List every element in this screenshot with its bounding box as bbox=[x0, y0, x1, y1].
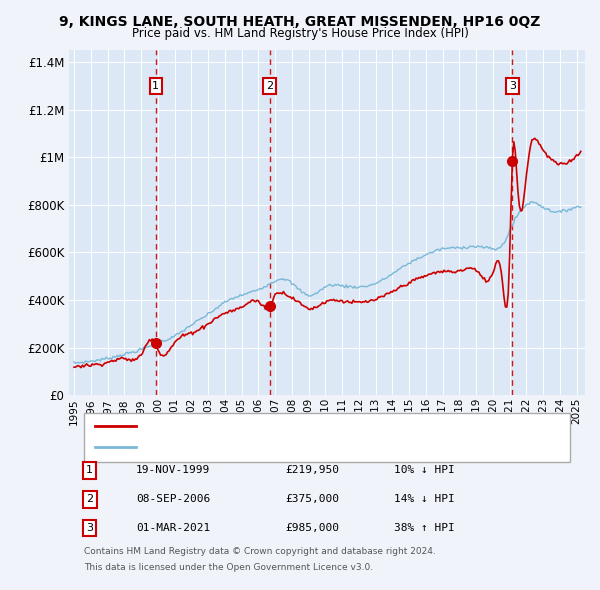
Text: 01-MAR-2021: 01-MAR-2021 bbox=[136, 523, 211, 533]
FancyBboxPatch shape bbox=[85, 413, 569, 462]
Text: 1: 1 bbox=[152, 81, 159, 91]
Text: 3: 3 bbox=[86, 523, 93, 533]
Text: £985,000: £985,000 bbox=[286, 523, 340, 533]
Text: Contains HM Land Registry data © Crown copyright and database right 2024.: Contains HM Land Registry data © Crown c… bbox=[85, 547, 436, 556]
Text: £375,000: £375,000 bbox=[286, 494, 340, 504]
Text: 14% ↓ HPI: 14% ↓ HPI bbox=[394, 494, 455, 504]
Text: 19-NOV-1999: 19-NOV-1999 bbox=[136, 466, 211, 476]
Text: 1: 1 bbox=[86, 466, 93, 476]
Text: 10% ↓ HPI: 10% ↓ HPI bbox=[394, 466, 455, 476]
Text: 2: 2 bbox=[86, 494, 93, 504]
Text: 3: 3 bbox=[509, 81, 516, 91]
Text: 2: 2 bbox=[266, 81, 273, 91]
Text: £219,950: £219,950 bbox=[286, 466, 340, 476]
Text: 9, KINGS LANE, SOUTH HEATH, GREAT MISSENDEN, HP16 0QZ (detached house): 9, KINGS LANE, SOUTH HEATH, GREAT MISSEN… bbox=[146, 421, 563, 431]
Text: HPI: Average price, detached house, Buckinghamshire: HPI: Average price, detached house, Buck… bbox=[146, 442, 430, 453]
Text: Price paid vs. HM Land Registry's House Price Index (HPI): Price paid vs. HM Land Registry's House … bbox=[131, 27, 469, 40]
Text: 08-SEP-2006: 08-SEP-2006 bbox=[136, 494, 211, 504]
Text: 38% ↑ HPI: 38% ↑ HPI bbox=[394, 523, 455, 533]
Text: This data is licensed under the Open Government Licence v3.0.: This data is licensed under the Open Gov… bbox=[85, 563, 374, 572]
Text: 9, KINGS LANE, SOUTH HEATH, GREAT MISSENDEN, HP16 0QZ: 9, KINGS LANE, SOUTH HEATH, GREAT MISSEN… bbox=[59, 15, 541, 29]
